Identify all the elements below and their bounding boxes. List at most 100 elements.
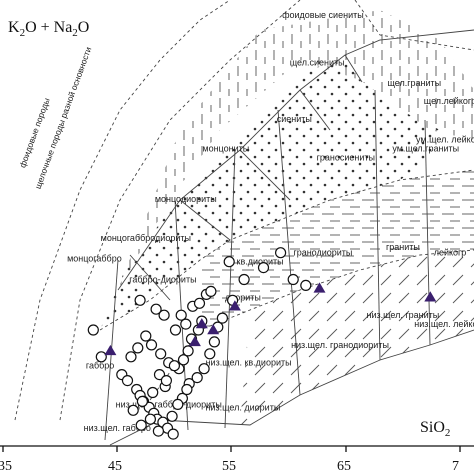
field-label: низ.щел. лейкогр [414,319,474,329]
field-label: низ.щел. граниты [367,310,440,320]
field-label: габбро-диориты [129,275,196,285]
field-label: граниты [386,242,420,252]
data-point-circle [167,428,179,440]
data-point-circle [136,395,148,407]
boundary-outer-dashed [14,0,231,421]
field-label: монцогаббро [67,254,122,264]
field-label: щел.лейкогр [424,96,474,106]
data-point-circle [168,360,180,372]
data-point-circle [87,324,99,336]
data-point-circle [300,279,312,291]
field-label: низ.щел. габбро-диориты [116,399,222,409]
fill-alkaline-zone [118,10,474,290]
field-label: фоидовые сиениты [282,10,364,20]
x-tick-labels: 35 45 55 65 7 [0,459,459,474]
field-label: габбро [86,361,114,371]
data-point-circle [238,273,250,286]
x-tick-label: 7 [452,459,459,474]
data-point-circle [172,398,184,410]
field-label: ум.щел.граниты [392,144,459,154]
x-tick-label: 65 [337,459,351,474]
data-point-circle [127,404,139,416]
x-tick-label: 55 [222,459,236,474]
data-point-circle [191,372,203,384]
y-axis-title-k: K [8,19,20,36]
axes [0,445,474,452]
data-point-triangle [313,282,326,293]
field-label: ум.щел. лейкогр [416,135,474,145]
data-point-circle [95,351,107,363]
boundary-f3 [239,149,291,201]
y-axis-title: K2O + Na2O [8,19,89,39]
data-point-circle [216,312,228,324]
field-label: монцониты [202,144,249,154]
x-axis-title-sub: 2 [445,427,451,439]
data-point-circle [193,297,206,309]
data-point-triangle [188,335,201,347]
x-axis-title-main: SiO [420,419,445,436]
data-point-circle [145,339,158,351]
x-tick-label: 35 [0,459,12,474]
data-point-circle [182,345,194,357]
data-point-circle [158,309,170,321]
y-axis-title-end: O [78,19,90,36]
data-point-circle [275,247,287,259]
field-label: низ.щел. гранодиориты [291,340,389,350]
data-point-circle [205,285,217,297]
data-point-triangle [424,291,437,302]
fill-dotted-zone [100,60,440,330]
data-point-triangle [104,344,117,356]
boundary-v72 [424,119,431,346]
data-point-circle [198,363,210,375]
data-point-circle [121,375,134,387]
data-point-circle [150,303,162,315]
data-point-circle [204,348,216,360]
data-point-circle [135,419,147,431]
field-label: щел.сиениты [290,57,345,67]
data-point-circle [181,383,193,396]
data-point-circle [140,330,152,342]
y-axis-title-sub1: 2 [20,27,26,39]
field-label: граносиениты [317,153,375,163]
x-tick-label: 45 [108,459,122,474]
data-point-circle [175,309,187,321]
field-label: сиениты [277,114,312,124]
field-label: низ.щел. диориты [206,402,281,412]
boundary-f5 [129,254,171,301]
data-point-circle [169,324,182,336]
field-label: диориты [225,292,261,302]
field-label: лейкогр [434,248,467,258]
data-point-circle [166,410,178,422]
data-point-circle [257,262,270,274]
data-point-circle [155,348,167,360]
data-point-circle [208,336,220,348]
boundary-alkaline-dashed [59,0,301,421]
data-point-circle [223,256,235,268]
y-axis-title-sub2: 2 [72,27,78,39]
data-point-triangle [228,300,241,311]
data-point-circle [134,294,146,306]
fill-hdash-zone [200,170,474,330]
data-point-triangle [207,324,220,335]
data-point-circle [180,318,192,330]
x-axis-title: SiO2 [420,419,450,439]
field-label: низ.щел. габбро [84,423,151,433]
data-point-triangle [195,318,208,329]
data-point-circle [177,354,190,366]
data-point-circle [132,342,144,354]
data-markers [87,247,437,440]
field-label: монцогаббродиориты [101,233,191,243]
data-point-circle [152,425,164,437]
data-point-circle [160,375,172,387]
field-label: щел.граниты [387,78,441,88]
data-point-circle [287,273,299,286]
field-label: гранодиориты [293,248,352,258]
boundary-v57 [224,149,236,429]
data-point-circle [144,413,156,425]
boundary-f1 [344,54,363,83]
data-point-circle [153,369,166,381]
field-label: кв.диориты [237,257,284,267]
boundary-top-dashed [354,0,474,51]
y-axis-title-mid: O + Na [25,19,72,36]
